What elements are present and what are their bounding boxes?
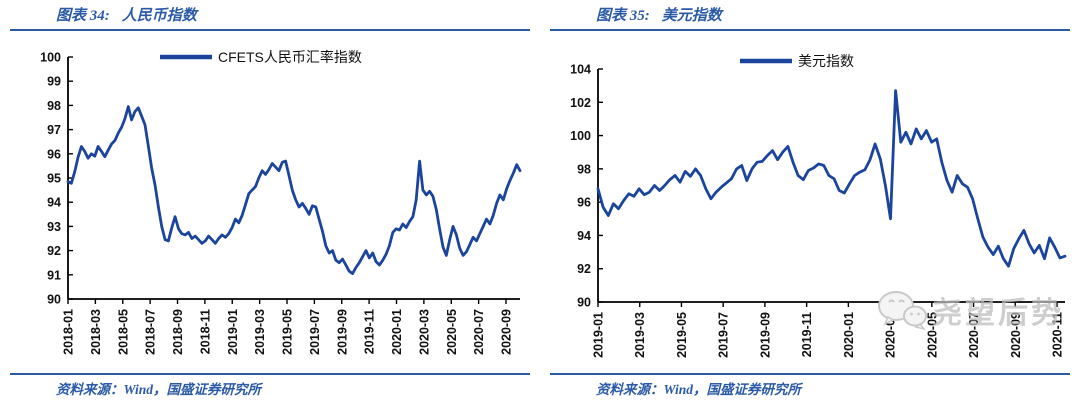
svg-text:2019-05: 2019-05 — [675, 312, 689, 358]
figure-label: 图表 34: — [56, 8, 110, 24]
figure-title: 美元指数 — [661, 8, 722, 24]
svg-text:2018-01: 2018-01 — [62, 309, 76, 355]
usd-index-chart: 90 92 94 96 98 100 102 104 2019-01 2019-03 2019-05… — [570, 53, 1067, 358]
figure-34-panel: 图表 34: 人民币指数 90 91 92 93 94 95 96 97 98 99 100 2018… — [10, 0, 530, 401]
figure-35-panel: 图表 35: 美元指数 90 92 94 96 98 100 102 104 2019-01 20… — [550, 0, 1070, 401]
cfets-rmb-index-chart: 90 91 92 93 94 95 96 97 98 99 100 2018-01 2018-03 201… — [40, 49, 522, 355]
svg-text:2020-07: 2020-07 — [472, 309, 486, 355]
title-rule — [550, 29, 1070, 31]
svg-text:2020-07: 2020-07 — [967, 312, 981, 358]
svg-text:2019-03: 2019-03 — [633, 312, 647, 358]
svg-text:92: 92 — [47, 244, 61, 258]
svg-text:90: 90 — [47, 293, 61, 307]
svg-text:98: 98 — [577, 162, 591, 176]
footer-rule — [550, 373, 1070, 375]
source-note: 资料来源：Wind，国盛证券研究所 — [56, 382, 262, 397]
svg-text:90: 90 — [577, 296, 591, 310]
svg-text:2019-03: 2019-03 — [253, 309, 267, 355]
svg-text:2020-09: 2020-09 — [500, 309, 514, 355]
svg-text:100: 100 — [570, 129, 591, 143]
svg-text:2019-11: 2019-11 — [800, 312, 814, 357]
svg-text:93: 93 — [47, 220, 61, 234]
svg-text:96: 96 — [577, 196, 591, 210]
figure-34-header: 图表 34: 人民币指数 — [10, 0, 530, 29]
svg-text:2019-01: 2019-01 — [226, 309, 240, 355]
svg-text:2019-09: 2019-09 — [335, 309, 349, 355]
svg-text:94: 94 — [47, 196, 61, 210]
svg-text:2020-03: 2020-03 — [417, 309, 431, 355]
svg-text:96: 96 — [47, 147, 61, 161]
svg-text:98: 98 — [47, 99, 61, 113]
figure-35-header: 图表 35: 美元指数 — [550, 0, 1070, 29]
svg-text:2019-07: 2019-07 — [717, 312, 731, 358]
svg-text:100: 100 — [40, 51, 61, 65]
svg-text:2019-11: 2019-11 — [363, 309, 377, 354]
footer-rule — [10, 373, 530, 375]
svg-text:2020-01: 2020-01 — [842, 312, 856, 358]
svg-text:2020-03: 2020-03 — [884, 312, 898, 358]
svg-text:92: 92 — [577, 262, 591, 276]
figure-title: 人民币指数 — [121, 8, 197, 24]
svg-text:95: 95 — [47, 172, 61, 186]
svg-text:CFETS人民币汇率指数: CFETS人民币汇率指数 — [218, 49, 362, 65]
svg-text:91: 91 — [47, 268, 61, 282]
svg-text:2020-01: 2020-01 — [390, 309, 404, 355]
svg-text:2020-09: 2020-09 — [1009, 312, 1023, 358]
svg-text:2019-01: 2019-01 — [592, 312, 606, 358]
svg-text:2018-03: 2018-03 — [89, 309, 103, 355]
svg-text:2018-05: 2018-05 — [116, 309, 130, 355]
svg-text:2019-09: 2019-09 — [758, 312, 772, 358]
svg-text:99: 99 — [47, 75, 61, 89]
title-rule — [10, 29, 530, 31]
figure-label: 图表 35: — [596, 8, 650, 24]
svg-text:美元指数: 美元指数 — [798, 53, 854, 69]
svg-text:2020-11: 2020-11 — [1051, 312, 1065, 357]
svg-text:2020-05: 2020-05 — [925, 312, 939, 358]
svg-text:2020-05: 2020-05 — [445, 309, 459, 355]
svg-text:2018-11: 2018-11 — [198, 309, 212, 354]
source-note: 资料来源：Wind，国盛证券研究所 — [596, 382, 802, 397]
svg-text:104: 104 — [570, 63, 591, 77]
svg-text:2018-07: 2018-07 — [144, 309, 158, 355]
svg-text:2019-05: 2019-05 — [281, 309, 295, 355]
svg-text:102: 102 — [570, 96, 591, 110]
svg-text:94: 94 — [577, 229, 591, 243]
svg-text:2018-09: 2018-09 — [171, 309, 185, 355]
svg-text:97: 97 — [47, 123, 61, 137]
svg-text:2019-07: 2019-07 — [308, 309, 322, 355]
